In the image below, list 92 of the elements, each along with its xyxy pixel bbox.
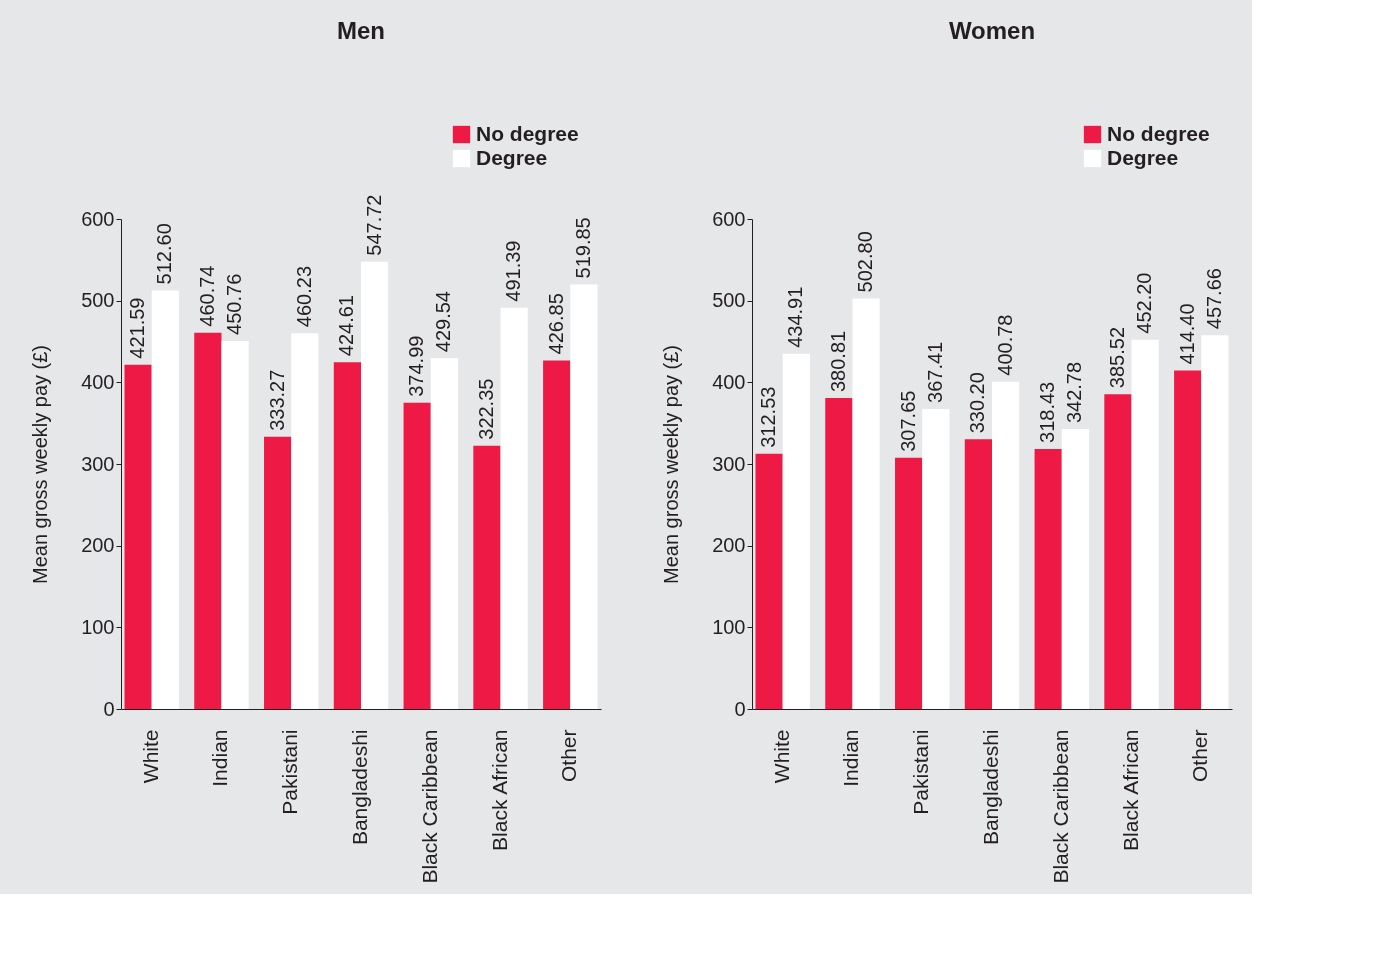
bar [1104, 394, 1132, 709]
bar [852, 298, 880, 709]
bar [361, 261, 389, 709]
data-label: 452.20 [1133, 272, 1156, 334]
bar [895, 457, 923, 709]
data-label: 400.78 [993, 314, 1016, 376]
bar [124, 364, 152, 709]
chart-title: Men [337, 17, 385, 44]
data-label: 429.54 [432, 291, 455, 353]
data-label: 414.40 [1175, 303, 1198, 365]
data-label: 519.85 [571, 217, 594, 279]
bar [291, 333, 319, 709]
data-label: 491.39 [502, 240, 525, 302]
data-label: 512.60 [153, 223, 176, 285]
bar [1201, 335, 1229, 709]
data-label: 460.23 [292, 265, 315, 328]
y-tick-label: 0 [103, 697, 115, 720]
y-tick-label: 100 [81, 615, 115, 638]
x-tick-label: Bangladeshi [348, 729, 371, 846]
bar [151, 290, 179, 709]
y-tick-label: 600 [712, 207, 746, 230]
data-label: 457.66 [1202, 268, 1225, 330]
y-tick-label: 500 [712, 289, 746, 312]
legend-label: No degree [1107, 121, 1210, 145]
legend-label: Degree [1107, 145, 1179, 169]
bar [430, 358, 458, 709]
y-tick-label: 300 [81, 452, 115, 475]
y-tick-label: 400 [712, 370, 746, 393]
bar [825, 398, 853, 709]
data-label: 333.27 [265, 369, 288, 431]
y-tick-label: 500 [81, 289, 115, 312]
data-label: 312.53 [757, 386, 780, 448]
bar [500, 307, 528, 709]
data-label: 380.81 [826, 330, 849, 393]
bar [755, 453, 783, 709]
bar [264, 436, 292, 709]
bar [473, 445, 501, 709]
legend-label: No degree [476, 121, 579, 145]
bar [221, 340, 249, 709]
bar [1061, 429, 1089, 709]
y-tick-label: 200 [81, 534, 115, 557]
y-axis-title: Mean gross weekly pay (£) [660, 345, 683, 584]
bar [543, 360, 571, 709]
bar [1131, 339, 1159, 709]
x-tick-label: Other [557, 729, 581, 783]
x-tick-label: Bangladeshi [979, 729, 1002, 846]
bar [922, 408, 950, 709]
data-label: 330.20 [966, 372, 989, 434]
x-tick-label: Pakistani [278, 729, 302, 815]
data-label: 307.65 [896, 390, 919, 452]
bar [570, 284, 598, 709]
data-label: 318.43 [1036, 381, 1059, 443]
legend-label: Degree [476, 145, 548, 169]
y-tick-label: 100 [712, 615, 746, 638]
x-tick-label: Pakistani [909, 729, 933, 815]
y-tick-label: 0 [734, 697, 746, 720]
data-label: 424.61 [335, 295, 358, 357]
y-axis-title: Mean gross weekly pay (£) [29, 345, 52, 584]
bar [403, 402, 431, 709]
y-tick-label: 200 [712, 534, 746, 557]
x-tick-label: Indian [839, 729, 863, 787]
chart-title: Women [948, 17, 1036, 44]
bar [1174, 370, 1202, 709]
data-label: 374.99 [405, 335, 428, 397]
data-label: 434.91 [784, 286, 807, 348]
bar [333, 362, 361, 709]
data-label: 426.85 [544, 293, 567, 355]
bar [964, 439, 992, 709]
y-tick-label: 400 [81, 370, 115, 393]
bar [782, 353, 810, 709]
data-label: 450.76 [223, 273, 246, 335]
x-tick-label: Black African [487, 729, 511, 851]
bar [992, 381, 1020, 709]
x-tick-label: Black African [1118, 729, 1142, 851]
x-tick-label: Other [1188, 729, 1212, 783]
data-label: 547.72 [362, 194, 385, 256]
bar [1034, 448, 1062, 709]
x-tick-label: Indian [208, 729, 232, 787]
x-tick-label: White [138, 729, 162, 784]
y-tick-label: 300 [712, 452, 746, 475]
x-tick-label: Black Caribbean [1048, 729, 1072, 884]
data-label: 322.35 [474, 378, 497, 440]
bar [194, 332, 222, 709]
data-label: 367.41 [923, 341, 946, 403]
data-label: 385.52 [1105, 326, 1128, 389]
data-label: 421.59 [126, 297, 149, 359]
data-label: 460.74 [195, 265, 218, 327]
y-tick-label: 600 [81, 207, 115, 230]
x-tick-label: Black Caribbean [417, 729, 441, 884]
data-label: 342.78 [1063, 361, 1086, 424]
data-label: 502.80 [854, 231, 877, 293]
x-tick-label: White [769, 729, 793, 784]
